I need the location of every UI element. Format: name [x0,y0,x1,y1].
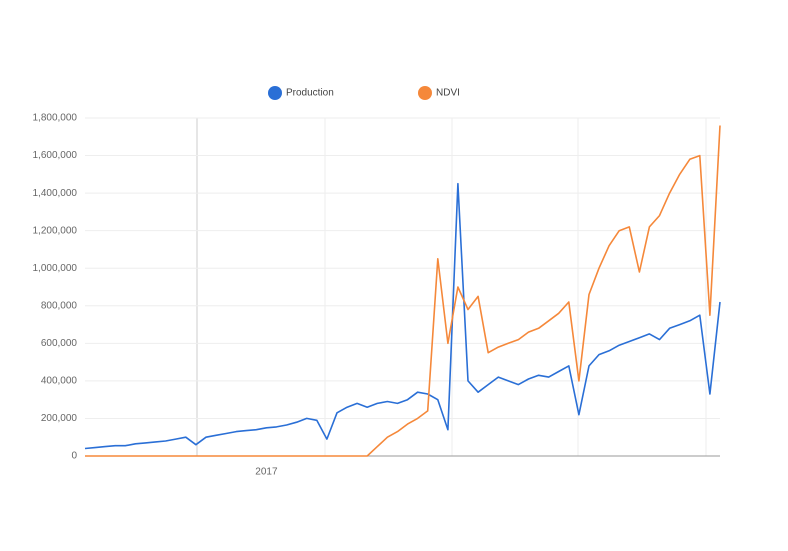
legend-swatch [268,86,282,100]
y-tick-label: 1,400,000 [33,188,78,199]
legend-swatch [418,86,432,100]
x-tick-label: 2017 [255,467,278,478]
y-tick-label: 1,800,000 [33,113,78,124]
y-tick-label: 1,600,000 [33,150,78,161]
y-tick-label: 1,200,000 [33,225,78,236]
vertical-grid [196,118,707,456]
legend-label: NDVI [436,88,460,99]
y-tick-label: 0 [71,451,77,462]
legend: Production NDVI [268,86,460,100]
series-line [85,125,721,457]
y-tick-label: 1,000,000 [33,263,78,274]
y-tick-label: 600,000 [41,338,78,349]
y-tick-label: 800,000 [41,300,78,311]
y-tick-label: 200,000 [41,413,78,424]
y-tick-label: 400,000 [41,376,78,387]
legend-label: Production [286,88,334,99]
series-line [84,182,721,450]
